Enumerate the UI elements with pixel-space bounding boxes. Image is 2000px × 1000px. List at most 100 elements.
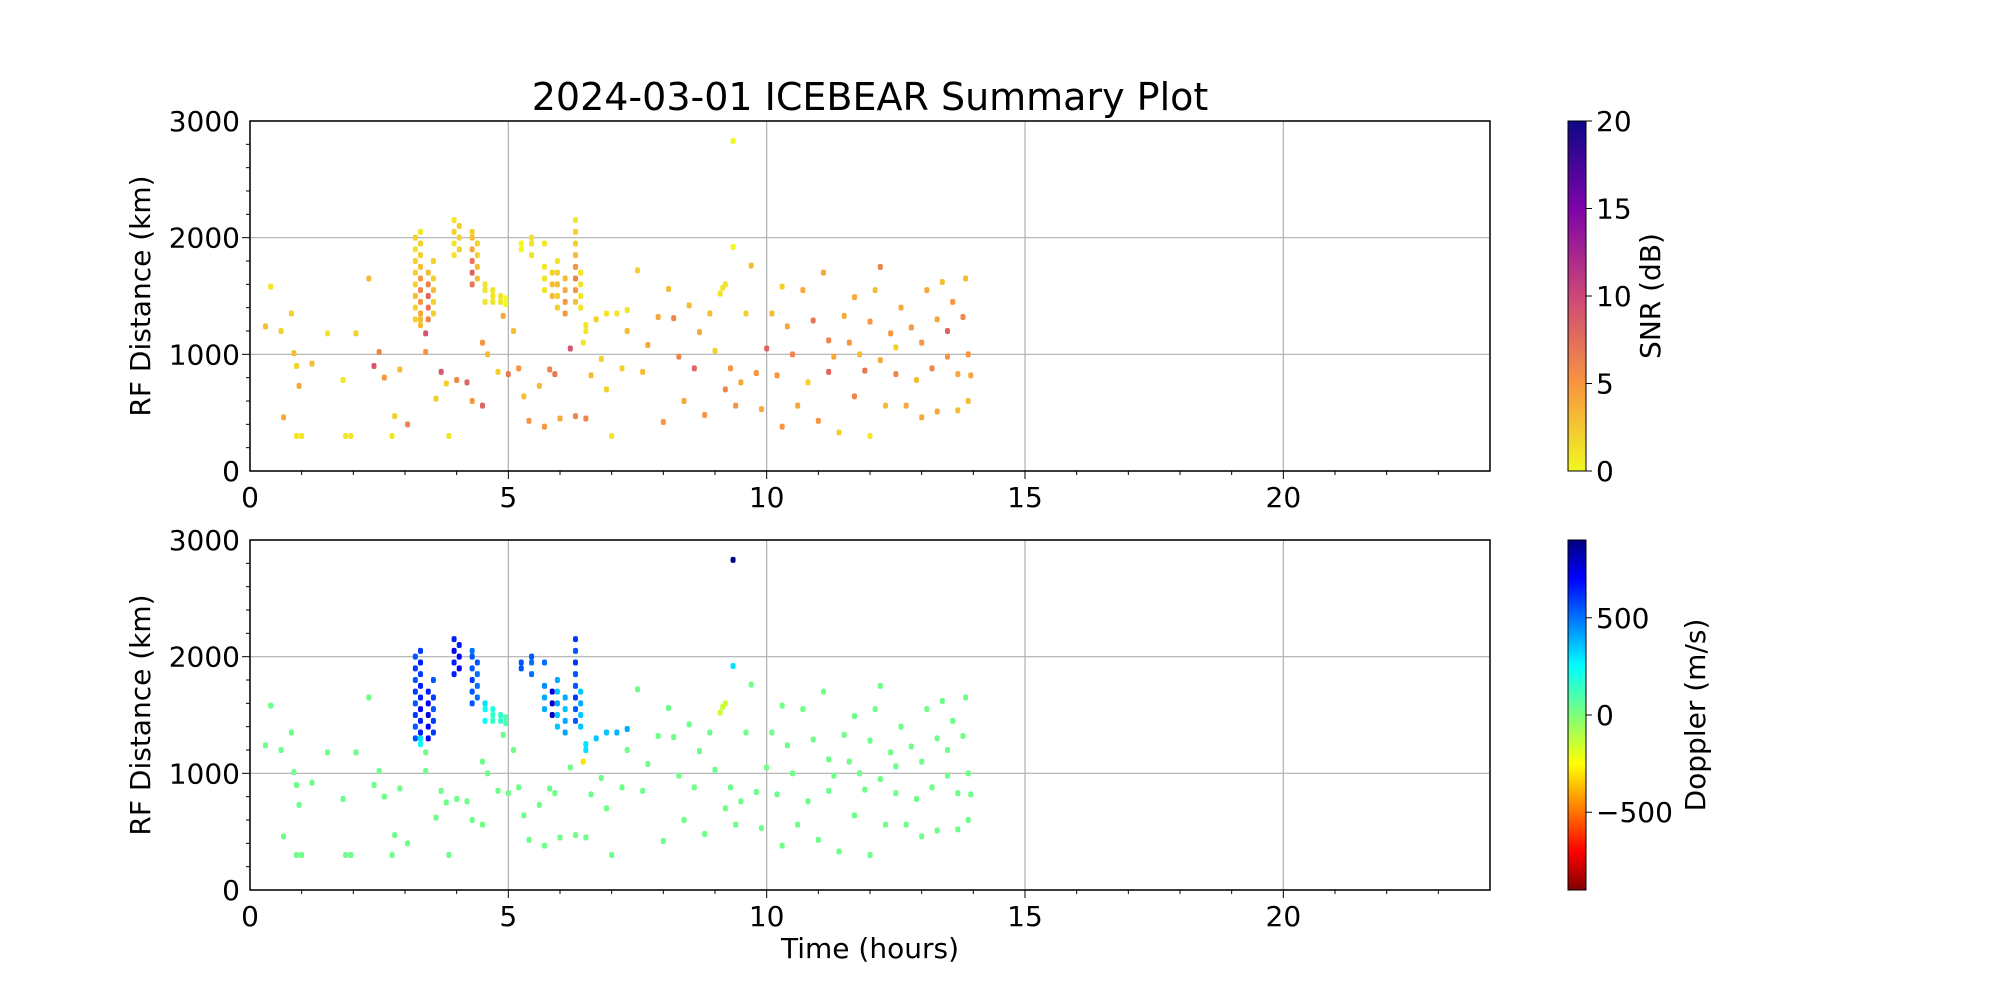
data-point (500, 731, 506, 738)
data-point (495, 787, 501, 794)
data-point (418, 671, 423, 678)
data-point (578, 281, 584, 288)
data-point (914, 377, 919, 383)
data-point (955, 790, 961, 797)
data-point (573, 263, 578, 270)
data-point (552, 371, 558, 378)
data-point (919, 833, 925, 840)
data-point (542, 706, 547, 713)
data-point (593, 316, 599, 323)
data-point (418, 729, 423, 736)
data-point (278, 747, 284, 753)
x-tick-label: 10 (749, 481, 785, 514)
data-point (542, 694, 547, 701)
data-point (738, 798, 744, 805)
data-point (299, 852, 305, 858)
data-point (309, 779, 315, 786)
data-point (883, 402, 888, 409)
data-point (482, 706, 488, 713)
colorbar-tick-label: 0 (1596, 455, 1614, 488)
data-point (529, 659, 535, 666)
data-point (857, 770, 863, 777)
data-point (451, 252, 457, 259)
data-point (686, 721, 692, 728)
data-point (769, 729, 775, 736)
data-point (340, 377, 346, 383)
colorbar-tick-label: 0 (1596, 699, 1614, 732)
data-point (511, 328, 516, 334)
data-point (717, 290, 723, 297)
data-point (573, 636, 578, 643)
data-point (412, 234, 418, 241)
data-point (469, 398, 475, 404)
data-point (549, 700, 555, 707)
data-point (480, 339, 485, 346)
colorbar-doppler (1567, 539, 1587, 891)
data-point (425, 269, 431, 276)
data-point (423, 749, 429, 756)
data-point (418, 717, 423, 724)
data-point (578, 688, 584, 695)
data-point (503, 720, 509, 727)
data-point (821, 688, 826, 695)
data-point (418, 647, 423, 654)
data-point (852, 812, 857, 819)
data-point (418, 741, 423, 748)
data-point (573, 275, 578, 282)
data-point (836, 848, 842, 855)
y-tick-label: 0 (222, 455, 240, 488)
data-point (867, 737, 873, 744)
data-point (503, 301, 509, 308)
data-point (498, 293, 504, 299)
plot-panel-top: 0 5 10 15 20 0 1000 2000 3000 RF Distance (km) 0 5 1… (124, 105, 1667, 514)
data-point (939, 698, 945, 704)
data-point (474, 275, 480, 282)
data-point (353, 749, 359, 756)
data-point (573, 832, 578, 839)
data-point (412, 269, 418, 276)
data-point (511, 747, 516, 753)
data-point (578, 700, 584, 707)
data-point (722, 700, 728, 707)
data-point (929, 365, 935, 372)
data-point (893, 371, 899, 378)
data-point (412, 677, 418, 683)
data-point (418, 659, 423, 666)
data-point (503, 295, 509, 302)
data-point (469, 653, 475, 660)
data-point (469, 234, 475, 241)
data-point (872, 287, 878, 294)
data-point (578, 269, 584, 276)
data-point (562, 729, 568, 736)
data-point (451, 228, 457, 235)
data-point (268, 283, 274, 290)
data-point (743, 310, 749, 317)
data-point (697, 748, 702, 755)
data-point (826, 756, 832, 763)
data-point (660, 838, 666, 844)
data-point (660, 419, 666, 425)
data-point (583, 747, 589, 753)
data-point (562, 310, 568, 317)
data-point (852, 713, 857, 720)
data-point (759, 825, 764, 832)
y-tick-label: 1000 (169, 757, 240, 790)
data-point (557, 834, 563, 841)
data-point (867, 433, 873, 439)
data-point (446, 852, 452, 858)
data-point (418, 298, 423, 305)
data-point (578, 293, 584, 299)
data-point (418, 263, 423, 270)
data-point (451, 217, 457, 224)
data-point (547, 366, 553, 373)
data-point (635, 686, 640, 693)
colorbar-tick-label: 10 (1596, 280, 1632, 313)
data-point (681, 817, 687, 823)
data-point (857, 351, 863, 358)
colorbar-tick-label: −500 (1596, 796, 1673, 829)
data-point (557, 415, 563, 422)
data-point (805, 379, 811, 386)
data-point (418, 287, 423, 294)
data-point (888, 330, 894, 337)
data-point (536, 801, 542, 808)
